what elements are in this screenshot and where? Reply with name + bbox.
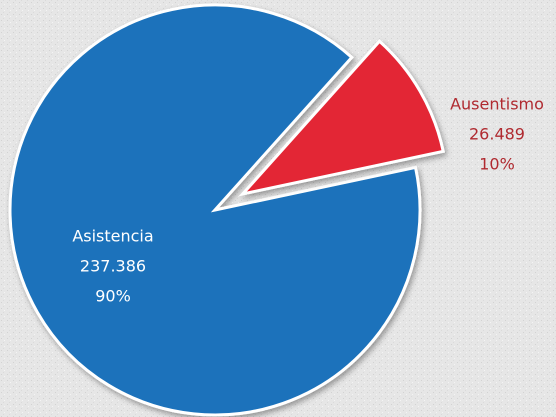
slice-category-label: Ausentismo: [450, 95, 544, 114]
pie-slice: [238, 39, 445, 197]
slice-category-label: Asistencia: [72, 227, 153, 246]
slices: [8, 3, 445, 417]
slice-percentage-label: 10%: [479, 155, 515, 174]
slice-value-label: 26.489: [469, 125, 525, 144]
slice-percentage-label: 90%: [95, 287, 131, 306]
labels: Asistencia 237.386 90% Ausentismo 26.489 10%: [72, 95, 544, 306]
slice-value-label: 237.386: [80, 257, 146, 276]
pie-slice: [8, 3, 422, 417]
